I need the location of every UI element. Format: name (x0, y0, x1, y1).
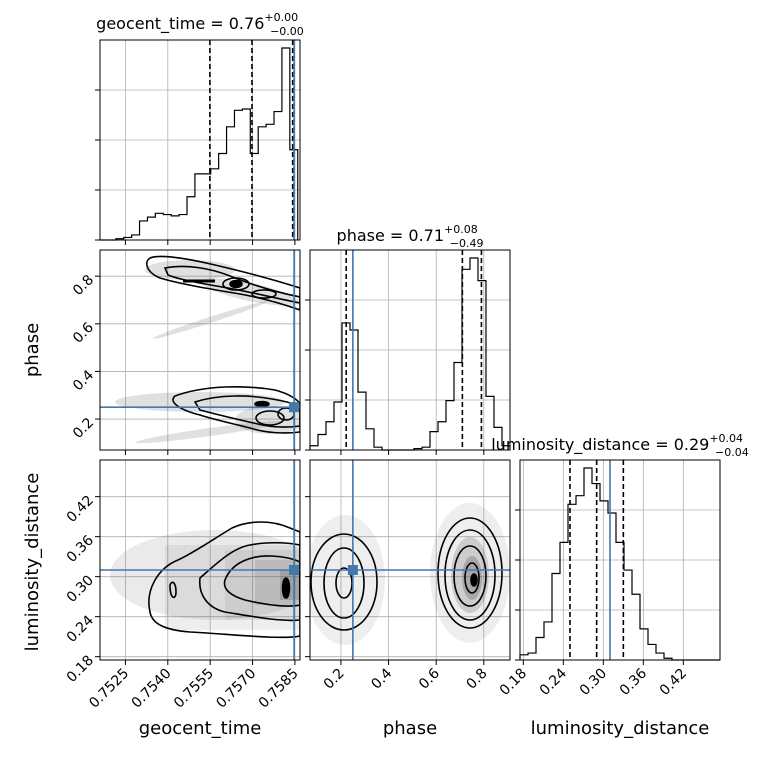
tick-label-y: 0.6 (70, 320, 97, 347)
tick-label-y: 0.18 (64, 652, 97, 685)
truth-marker (289, 565, 300, 575)
tick-label-x: 0.4 (368, 665, 395, 692)
panel-luminosity-distance-histogram: 0.18 0.24 0.30 0.36 0.42 luminosity_distance… (491, 432, 749, 739)
tick-label-y: 0.4 (70, 367, 97, 394)
tick-label-x: 0.42 (657, 666, 690, 699)
tick-label-x: 0.7540 (129, 666, 175, 712)
tick-label-x: 0.7585 (256, 666, 302, 712)
axes-frame (99, 459, 301, 661)
tick-label-y: 0.36 (64, 532, 97, 565)
tick-label-x: 0.8 (464, 666, 491, 693)
tick-label-x: 0.18 (497, 666, 530, 699)
tick-label-x: 0.36 (617, 665, 650, 698)
tick-label-x: 0.7555 (171, 666, 217, 712)
tick-label-x: 0.7570 (213, 666, 259, 712)
panel-phase-vs-luminosity-distance: 0.2 0.4 0.6 0.8 phase (305, 459, 511, 739)
ylabel-luminosity-distance: luminosity_distance (22, 473, 43, 652)
tick-label-x: 0.30 (577, 666, 610, 699)
tick-label-x: 0.2 (321, 666, 348, 693)
tick-label-x: 0.24 (537, 665, 570, 698)
axes-frame (99, 39, 301, 241)
title-phase: phase = 0.71+0.08 −0.49 (337, 223, 484, 250)
histogram-geocent-time (100, 47, 299, 241)
xlabel-geocent-time: geocent_time (139, 718, 262, 739)
density-geocent-time-luminosity-distance (110, 521, 300, 639)
histogram-luminosity-distance (519, 467, 720, 661)
xlabel-luminosity-distance: luminosity_distance (531, 718, 710, 739)
density-phase-luminosity-distance (310, 503, 510, 645)
panel-geocent-time-histogram: geocent_time = 0.76+0.00 −0.00 (95, 11, 304, 245)
xlabel-phase: phase (383, 718, 437, 739)
tick-label-y: 0.42 (64, 492, 97, 525)
title-geocent-time: geocent_time = 0.76+0.00 −0.00 (96, 11, 304, 38)
axes-frame (99, 249, 301, 451)
tick-label-y: 0.2 (70, 415, 97, 442)
axes-frame (309, 249, 511, 451)
tick-label-y: 0.30 (64, 572, 97, 605)
truth-marker (289, 402, 300, 413)
panel-geocent-time-vs-phase: 0.2 0.4 0.6 0.8 (22, 249, 301, 455)
tick-label-x: 0.7525 (86, 666, 132, 712)
panel-phase-histogram: phase = 0.71+0.08 −0.49 (305, 223, 511, 455)
axes-frame (309, 459, 511, 661)
title-luminosity-distance: luminosity_distance = 0.29+0.04 −0.04 (491, 432, 749, 459)
tick-label-y: 0.8 (70, 272, 97, 299)
axes-frame (519, 459, 721, 661)
ylabel-phase: phase (22, 323, 43, 377)
tick-label-y: 0.24 (64, 612, 97, 645)
truth-marker (347, 565, 358, 575)
tick-label-x: 0.6 (416, 665, 443, 692)
histogram-phase (309, 257, 511, 451)
